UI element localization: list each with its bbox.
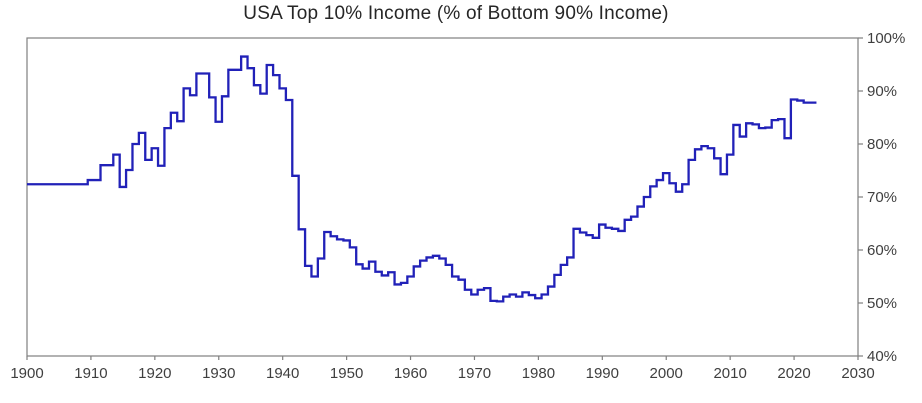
x-axis-tick-label: 2020 [777,365,810,382]
x-axis-tick-label: 1950 [330,365,363,382]
x-axis-tick-label: 1930 [202,365,235,382]
x-axis-tick-label: 1900 [10,365,43,382]
plot-border [26,37,859,357]
x-axis-tick-label: 1910 [74,365,107,382]
y-axis-tick-label: 50% [867,295,897,312]
income-ratio-step-line [27,55,817,303]
y-axis-tick-label: 100% [867,30,905,47]
x-axis-tick-label: 1990 [586,365,619,382]
y-axis-tick-label: 60% [867,242,897,259]
x-axis-tick-label: 2010 [713,365,746,382]
y-axis-tick-label: 40% [867,348,897,365]
y-axis-tick-label: 70% [867,189,897,206]
x-axis-tick-label: 1960 [394,365,427,382]
x-axis-tick-label: 1980 [522,365,555,382]
x-axis-tick-label: 1940 [266,365,299,382]
chart-title: USA Top 10% Income (% of Bottom 90% Inco… [243,3,669,24]
x-axis-tick-label: 2030 [841,365,874,382]
x-axis-tick-label: 2000 [650,365,683,382]
y-axis-tick-label: 90% [867,83,897,100]
x-axis-tick-label: 1970 [458,365,491,382]
x-axis-tick-label: 1920 [138,365,171,382]
y-axis-tick-label: 80% [867,136,897,153]
